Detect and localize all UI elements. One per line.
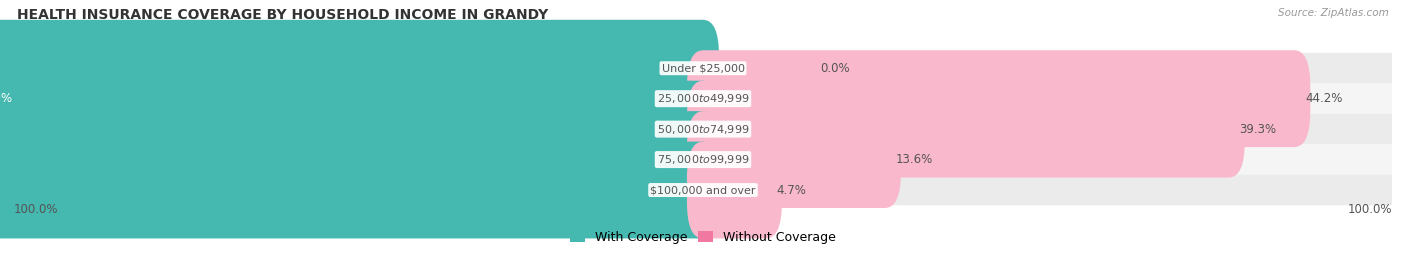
Text: Source: ZipAtlas.com: Source: ZipAtlas.com — [1278, 8, 1389, 18]
Text: Under $25,000: Under $25,000 — [661, 63, 745, 73]
FancyBboxPatch shape — [14, 53, 1392, 83]
Text: 39.3%: 39.3% — [1240, 123, 1277, 136]
Text: 4.7%: 4.7% — [776, 183, 807, 197]
Legend: With Coverage, Without Coverage: With Coverage, Without Coverage — [565, 226, 841, 249]
FancyBboxPatch shape — [688, 81, 1244, 178]
FancyBboxPatch shape — [14, 144, 1392, 175]
Text: 100.0%: 100.0% — [14, 203, 59, 216]
FancyBboxPatch shape — [0, 111, 718, 208]
Text: 44.2%: 44.2% — [1305, 92, 1343, 105]
Text: $50,000 to $74,999: $50,000 to $74,999 — [657, 123, 749, 136]
Text: HEALTH INSURANCE COVERAGE BY HOUSEHOLD INCOME IN GRANDY: HEALTH INSURANCE COVERAGE BY HOUSEHOLD I… — [17, 8, 548, 22]
FancyBboxPatch shape — [0, 141, 718, 238]
Text: 13.6%: 13.6% — [896, 153, 934, 166]
Text: $75,000 to $99,999: $75,000 to $99,999 — [657, 153, 749, 166]
FancyBboxPatch shape — [14, 175, 1392, 205]
FancyBboxPatch shape — [14, 83, 1392, 114]
Text: 0.0%: 0.0% — [821, 62, 851, 75]
FancyBboxPatch shape — [14, 114, 1392, 144]
FancyBboxPatch shape — [688, 111, 901, 208]
FancyBboxPatch shape — [688, 141, 782, 238]
FancyBboxPatch shape — [0, 20, 718, 117]
FancyBboxPatch shape — [688, 50, 1310, 147]
FancyBboxPatch shape — [0, 50, 718, 147]
Text: $25,000 to $49,999: $25,000 to $49,999 — [657, 92, 749, 105]
Text: 55.9%: 55.9% — [0, 92, 13, 105]
Text: 100.0%: 100.0% — [1347, 203, 1392, 216]
FancyBboxPatch shape — [0, 81, 718, 178]
Text: $100,000 and over: $100,000 and over — [650, 185, 756, 195]
